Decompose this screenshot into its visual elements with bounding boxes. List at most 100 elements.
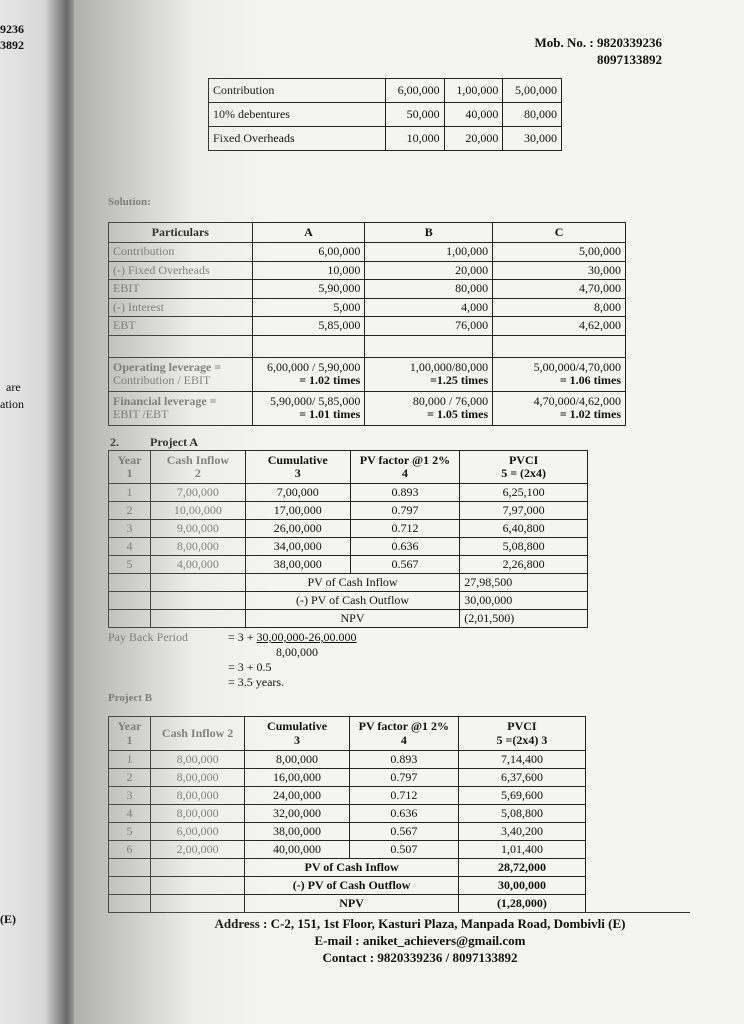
table-cell: 80,000 [364, 279, 494, 299]
mob-2: 8097133892 [597, 52, 662, 67]
table-cell: 6,25,100 [459, 483, 588, 502]
mob-1: 9820339236 [597, 35, 662, 50]
table-cell: 2,00,000 [149, 840, 246, 859]
table-cell: 38,00,000 [244, 822, 350, 841]
leverage-formula: Contribution / EBIT [113, 373, 211, 387]
table-cell: 20,000 [364, 260, 494, 280]
table-cell: 1,01,400 [457, 840, 587, 859]
table-row: PV of Cash Inflow 27,98,500 [108, 573, 588, 592]
table-cell: C [492, 222, 626, 243]
table-cell: 3 [108, 786, 151, 805]
table-row: Fixed Overheads 10,000 20,000 30,000 [208, 126, 562, 151]
table-cell: 30,000 [492, 260, 626, 280]
table-cell: 1,00,000 [443, 78, 504, 103]
table-cell: 4,62,000 [492, 316, 626, 336]
question-number: 2. [110, 435, 119, 449]
table-cell: 4,000 [364, 297, 494, 317]
table-cell: 0.797 [349, 501, 461, 520]
table-cell: 3,40,200 [457, 822, 587, 841]
table-cell: (-) Fixed Overheads [108, 260, 253, 280]
table-cell: 6,40,800 [459, 519, 588, 538]
table-cell: 2 [108, 501, 151, 520]
table-cell: 6 [108, 840, 151, 859]
table-cell: 8,000 [492, 297, 626, 317]
payback-calculation: = 3 + 30,00,000-26,00.000 8,00,000 = 3 +… [228, 630, 357, 690]
table-cell: B [364, 222, 494, 243]
table-cell: (-) PV of Cash Outflow [244, 876, 459, 895]
payback-result: = 3.5 years. [228, 675, 285, 689]
empty-cell [149, 573, 246, 592]
table-cell: 0.797 [348, 768, 459, 787]
table-row: 1 7,00,000 7,00,000 0.893 6,25,100 [108, 483, 588, 502]
column-header: PV factor @1 2% 4 [348, 716, 459, 751]
table-cell: 5,90,000 [251, 279, 366, 299]
left-fragment: (E) [0, 912, 16, 926]
table-row: 1 8,00,000 8,00,000 0.893 7,14,400 [108, 750, 587, 769]
table-cell: 24,00,000 [244, 786, 350, 805]
payback-numerator: 30,00,000-26,00.000 [256, 630, 357, 644]
table-cell: A [251, 222, 366, 243]
table-row: 2 10,00,000 17,00,000 0.797 7,97,000 [108, 501, 588, 520]
table-cell: 20,000 [443, 126, 504, 151]
table-cell: 0.636 [348, 804, 459, 823]
table-cell: 5 [108, 822, 151, 841]
leverage-cell: 5,00,000/4,70,000 = 1.06 times [492, 356, 626, 392]
footer-address: Address : C-2, 151, 1st Floor, Kasturi P… [214, 916, 626, 931]
empty-cell [149, 894, 246, 913]
table-row: 6 2,00,000 40,00,000 0.507 1,01,400 [108, 840, 587, 859]
header-index: 5 = (2x4) [501, 466, 547, 480]
project-a-title: Project A [150, 435, 199, 449]
leverage-result: = 1.01 times [299, 407, 361, 421]
table-cell: 27,98,500 [459, 573, 588, 592]
table-cell: Particulars [108, 222, 253, 243]
table-cell: 0.636 [349, 537, 461, 556]
left-fragment: ation [0, 397, 24, 411]
table-row: Financial leverage = EBIT /EBT 5,90,000/ 5… [108, 390, 626, 426]
table-row: (-) Fixed Overheads 10,000 20,000 30,000 [108, 260, 626, 280]
leverage-formula: EBIT /EBT [113, 407, 169, 421]
header-index: 2 [194, 466, 201, 480]
project-a-table: Year 1 Cash Inflow 2 Cumulative 3 PV factor @1… [108, 450, 588, 628]
table-row: EBIT 5,90,000 80,000 4,70,000 [108, 279, 626, 299]
table-cell: (-) Interest [108, 297, 253, 317]
table-cell: 8,00,000 [244, 750, 350, 769]
table-cell: 9,00,000 [149, 519, 246, 538]
table-cell: 5,85,000 [251, 316, 366, 336]
table-cell: (-) PV of Cash Outflow [244, 591, 461, 610]
table-row: NPV (1,28,000) [108, 894, 587, 913]
leverage-calc: 80,000 / 76,000 [412, 393, 489, 408]
empty-cell [108, 876, 151, 895]
table-cell: 5,000 [251, 297, 366, 317]
table-row [108, 334, 626, 358]
table-row: Operating leverage = Contribution / EBIT 6… [108, 356, 626, 392]
table-cell: 8,00,000 [149, 768, 246, 787]
left-fragment: are [6, 380, 21, 394]
table-cell: EBIT [108, 279, 253, 299]
leverage-result: = 1.05 times [426, 407, 489, 421]
column-header: Year 1 [108, 450, 151, 484]
payback-label: Pay Back Period [108, 630, 188, 644]
table-cell: 0.567 [348, 822, 459, 841]
leverage-cell: 4,70,000/4,62,000 = 1.02 times [492, 390, 626, 426]
table-cell: 38,00,000 [244, 555, 351, 574]
table-cell: 5,08,800 [457, 804, 587, 823]
leverage-result: = 1.02 times [299, 373, 361, 387]
left-fragment: 3892 [0, 38, 24, 52]
leverage-result: =1.25 times [429, 373, 489, 387]
header-title: Cumulative [267, 452, 328, 467]
table-cell: 4 [108, 804, 151, 823]
table-cell: 0.893 [349, 483, 461, 502]
table-cell: 8,00,000 [149, 537, 246, 556]
table-row: EBT 5,85,000 76,000 4,62,000 [108, 316, 626, 336]
footer-email: E-mail : aniket_achievers@gmail.com [314, 933, 526, 948]
table-cell: PV of Cash Inflow [244, 573, 461, 592]
empty-cell [492, 334, 626, 358]
table-cell: 34,00,000 [244, 537, 351, 556]
payback-step: = 3 + 0.5 [228, 660, 272, 674]
header-title: Year [117, 719, 142, 734]
column-header: PV factor @1 2% 4 [349, 450, 461, 484]
table-cell: 76,000 [364, 316, 494, 336]
table-cell: 4 [108, 537, 151, 556]
table-row: 10% debentures 50,000 40,000 80,000 [208, 102, 562, 127]
adjacent-page-edge: 9236 3892 are ation (E) [0, 0, 74, 1024]
